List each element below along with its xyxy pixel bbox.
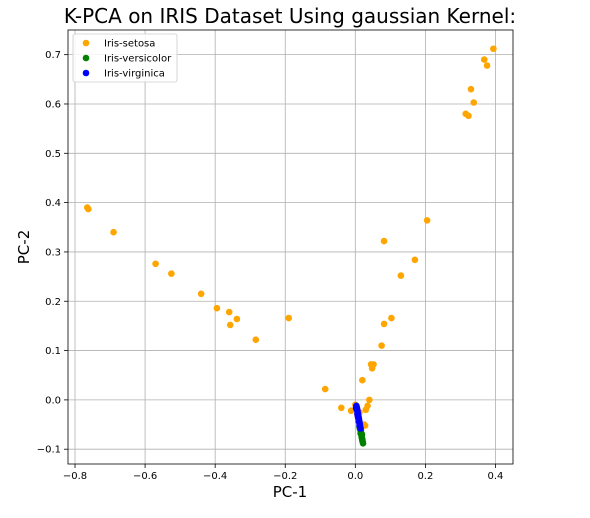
y-tick-label: 0.6 bbox=[45, 99, 61, 110]
x-tick-label: −0.4 bbox=[203, 471, 227, 482]
point-iris-setosa bbox=[465, 112, 472, 120]
chart-title: K-PCA on IRIS Dataset Using gaussian Ker… bbox=[64, 4, 516, 28]
point-iris-setosa bbox=[338, 404, 345, 412]
point-iris-setosa bbox=[168, 270, 175, 277]
x-axis-label: PC-1 bbox=[273, 483, 307, 501]
y-tick-label: 0.7 bbox=[45, 50, 61, 61]
point-iris-setosa bbox=[152, 260, 159, 268]
y-tick-label: −0.1 bbox=[37, 445, 61, 456]
legend-marker bbox=[82, 39, 90, 47]
point-iris-setosa bbox=[197, 290, 205, 298]
point-iris-setosa bbox=[380, 320, 388, 328]
x-tick-label: −0.2 bbox=[273, 471, 297, 482]
legend: Iris-setosa Iris-versicolor Iris-virginica bbox=[72, 33, 178, 83]
x-tick-label: −0.8 bbox=[63, 471, 87, 482]
x-tick-label: −0.6 bbox=[133, 471, 157, 482]
y-tick-label: 0.5 bbox=[45, 149, 61, 160]
data-points bbox=[83, 45, 497, 447]
point-iris-setosa bbox=[370, 361, 377, 368]
point-iris-setosa bbox=[490, 45, 497, 53]
y-tick-label: 0.4 bbox=[45, 198, 61, 209]
legend-label: Iris-versicolor bbox=[104, 54, 172, 65]
plot-frame bbox=[67, 29, 514, 465]
point-iris-setosa bbox=[470, 99, 478, 106]
legend-label: Iris-virginica bbox=[104, 69, 165, 80]
point-iris-versicolor bbox=[358, 431, 366, 438]
point-iris-setosa bbox=[285, 314, 293, 322]
legend-marker bbox=[82, 54, 90, 62]
point-iris-setosa bbox=[213, 304, 221, 312]
legend-marker bbox=[82, 69, 90, 77]
point-iris-setosa bbox=[388, 314, 395, 322]
y-axis-label: PC-2 bbox=[15, 230, 33, 264]
point-iris-setosa bbox=[483, 62, 491, 69]
point-iris-setosa bbox=[467, 85, 475, 93]
point-iris-virginica bbox=[356, 422, 363, 429]
point-iris-setosa bbox=[85, 205, 92, 213]
point-iris-setosa bbox=[225, 308, 233, 316]
point-iris-setosa bbox=[110, 228, 117, 236]
grid bbox=[68, 30, 513, 464]
legend-label: Iris-setosa bbox=[104, 39, 155, 50]
point-iris-setosa bbox=[364, 402, 371, 410]
point-iris-setosa bbox=[380, 237, 388, 245]
x-tick-label: 0.4 bbox=[488, 471, 504, 482]
point-iris-setosa bbox=[480, 56, 488, 63]
point-iris-setosa bbox=[359, 376, 366, 384]
y-tick-label: 0.2 bbox=[45, 297, 61, 308]
point-iris-setosa bbox=[347, 407, 355, 415]
point-iris-setosa bbox=[252, 336, 260, 344]
y-tick-label: 0.0 bbox=[45, 395, 61, 406]
point-iris-setosa bbox=[233, 315, 241, 323]
y-tick-label: 0.1 bbox=[45, 346, 61, 357]
point-iris-setosa bbox=[378, 342, 385, 349]
point-iris-setosa bbox=[411, 256, 419, 264]
point-iris-virginica bbox=[352, 404, 360, 412]
x-tick-label: 0.0 bbox=[347, 471, 363, 482]
legend-box bbox=[72, 33, 178, 83]
point-iris-setosa bbox=[366, 396, 373, 404]
point-iris-versicolor bbox=[359, 436, 366, 443]
point-iris-setosa bbox=[423, 217, 431, 224]
ticks: −0.8 −0.6 −0.4 −0.2 0.0 0.2 0.4 −0.1 0.0 0.1 0.2 0.… bbox=[37, 50, 504, 482]
point-iris-setosa bbox=[321, 385, 329, 393]
point-iris-virginica bbox=[354, 412, 362, 419]
point-iris-setosa bbox=[226, 321, 234, 329]
y-tick-label: 0.3 bbox=[45, 247, 61, 258]
point-iris-setosa bbox=[397, 272, 405, 279]
x-tick-label: 0.2 bbox=[417, 471, 433, 482]
